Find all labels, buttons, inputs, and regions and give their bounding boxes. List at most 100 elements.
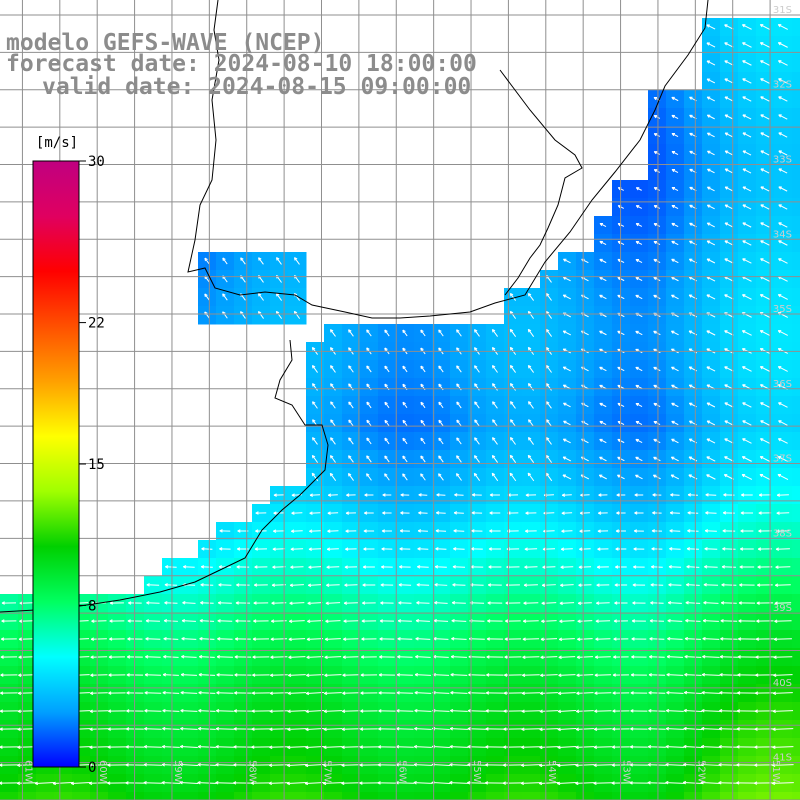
speed-cell bbox=[630, 792, 649, 800]
wind-arrow bbox=[632, 583, 646, 587]
wind-arrow bbox=[653, 420, 661, 426]
wind-arrow bbox=[312, 401, 318, 409]
wind-arrow bbox=[666, 708, 684, 713]
wind-arrow bbox=[504, 673, 522, 677]
wind-arrow bbox=[272, 565, 286, 569]
wind-arrow bbox=[772, 709, 794, 714]
wind-arrow bbox=[91, 619, 107, 623]
wind-arrow bbox=[0, 691, 18, 695]
wind-arrow bbox=[290, 547, 304, 551]
wind-arrow bbox=[576, 709, 594, 714]
wind-arrow bbox=[760, 132, 770, 138]
speed-cell bbox=[792, 486, 800, 505]
lon-label: 58W bbox=[247, 760, 258, 783]
wind-arrow bbox=[362, 601, 376, 605]
wind-arrow bbox=[702, 636, 720, 641]
wind-arrow bbox=[204, 293, 210, 301]
wind-arrow bbox=[217, 601, 232, 605]
wind-arrow bbox=[197, 762, 217, 767]
speed-cell bbox=[360, 792, 379, 800]
wind-arrow bbox=[724, 438, 734, 444]
wind-arrow bbox=[706, 222, 715, 228]
wind-arrow bbox=[777, 294, 788, 300]
wind-arrow bbox=[724, 240, 734, 246]
speed-cell bbox=[594, 792, 613, 800]
wind-arrow bbox=[718, 745, 740, 749]
wind-arrow bbox=[384, 401, 390, 409]
wind-arrow bbox=[706, 402, 716, 408]
wind-arrow bbox=[598, 493, 608, 497]
wind-arrow bbox=[562, 366, 571, 372]
wind-arrow bbox=[402, 365, 408, 373]
wind-arrow bbox=[741, 493, 753, 497]
wind-arrow bbox=[323, 727, 343, 732]
wind-arrow bbox=[667, 601, 682, 605]
wind-arrow bbox=[330, 437, 336, 445]
wind-arrow bbox=[742, 60, 752, 66]
wind-arrow bbox=[485, 727, 505, 731]
wind-arrow bbox=[701, 744, 721, 749]
wind-arrow bbox=[652, 493, 662, 497]
wind-arrow bbox=[706, 474, 716, 480]
lat-label: 38S bbox=[773, 528, 792, 539]
wind-arrow bbox=[776, 493, 789, 497]
wind-arrow bbox=[309, 493, 320, 497]
wind-arrow bbox=[706, 438, 716, 444]
speed-cell bbox=[486, 792, 505, 800]
wind-arrow bbox=[396, 691, 414, 695]
wind-arrow bbox=[378, 709, 396, 713]
wind-arrow bbox=[760, 258, 770, 264]
wind-arrow bbox=[489, 493, 500, 497]
wind-arrow bbox=[724, 258, 734, 264]
wind-arrow bbox=[760, 78, 770, 84]
wind-arrow bbox=[540, 673, 558, 678]
wind-arrow bbox=[539, 691, 558, 696]
speed-cell bbox=[612, 792, 631, 800]
wind-arrow bbox=[778, 60, 788, 66]
wind-arrow bbox=[286, 763, 307, 768]
wind-arrow bbox=[366, 473, 372, 481]
lon-label: 57W bbox=[321, 760, 332, 783]
wind-arrow bbox=[402, 329, 408, 337]
speed-cell bbox=[792, 36, 800, 55]
wind-arrow bbox=[599, 258, 607, 264]
wind-arrow bbox=[323, 709, 342, 714]
wind-arrow bbox=[341, 727, 360, 731]
wind-arrow bbox=[420, 419, 426, 427]
wind-arrow bbox=[577, 619, 593, 623]
wind-arrow bbox=[324, 655, 342, 660]
wind-arrow bbox=[398, 601, 412, 605]
wind-arrow bbox=[702, 619, 719, 623]
wind-arrow bbox=[669, 529, 681, 533]
wind-arrow bbox=[455, 473, 462, 481]
wind-arrow bbox=[521, 709, 541, 713]
wind-arrow bbox=[648, 709, 666, 713]
wind-arrow bbox=[706, 42, 716, 48]
wind-arrow bbox=[89, 745, 109, 749]
wind-arrow bbox=[402, 419, 408, 426]
wind-arrow bbox=[323, 763, 343, 768]
wind-arrow bbox=[257, 293, 264, 301]
wind-arrow bbox=[309, 529, 321, 533]
wind-arrow bbox=[199, 637, 215, 641]
wind-arrow bbox=[742, 78, 752, 84]
wind-arrow bbox=[542, 565, 556, 569]
wind-arrow bbox=[778, 258, 788, 264]
speed-cell bbox=[792, 774, 800, 793]
wind-arrow bbox=[653, 456, 661, 462]
wind-arrow bbox=[438, 365, 444, 373]
speed-cell bbox=[792, 126, 800, 145]
wind-arrow bbox=[18, 637, 35, 641]
wind-arrow bbox=[738, 601, 756, 605]
wind-arrow bbox=[577, 637, 593, 641]
wind-arrow bbox=[474, 401, 480, 409]
wind-arrow bbox=[579, 511, 590, 515]
wind-arrow bbox=[759, 42, 770, 48]
speed-cell bbox=[666, 792, 685, 800]
wind-arrow bbox=[161, 762, 180, 767]
wind-arrow bbox=[384, 437, 390, 445]
wind-arrow bbox=[290, 565, 304, 569]
wind-arrow bbox=[653, 240, 661, 245]
wind-arrow bbox=[724, 114, 734, 120]
wind-arrow bbox=[379, 637, 395, 641]
